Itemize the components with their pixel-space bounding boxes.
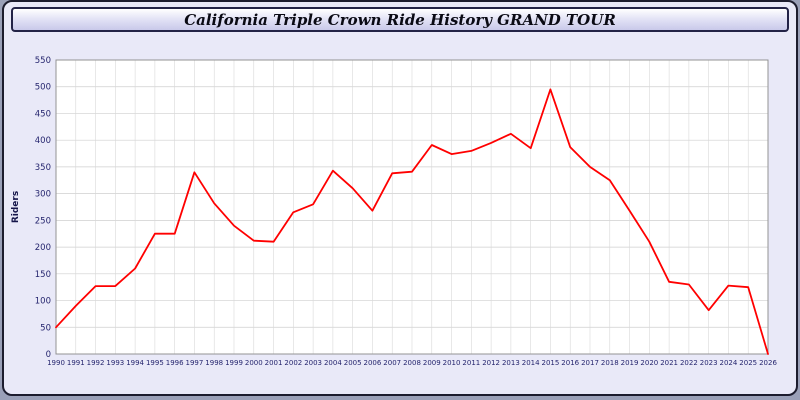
x-tick-label: 2005 — [344, 359, 362, 367]
x-tick-label: 2014 — [522, 359, 540, 367]
y-tick-label: 400 — [35, 136, 51, 146]
y-tick-label: 50 — [40, 323, 51, 333]
x-tick-label: 2021 — [660, 359, 678, 367]
y-tick-label: 0 — [46, 350, 51, 360]
y-tick-label: 250 — [35, 216, 51, 226]
x-tick-label: 2018 — [601, 359, 619, 367]
chart-container: 0 50 100 150 200 250 300 350 400 450 500 550 1990 199… — [4, 36, 796, 394]
y-tick-label: 500 — [35, 83, 51, 93]
x-tick-label: 2024 — [720, 359, 738, 367]
x-tick-label: 2025 — [739, 359, 757, 367]
x-tick-label: 2009 — [423, 359, 441, 367]
plot-border — [55, 59, 769, 355]
x-tick-label: 1994 — [126, 359, 144, 367]
x-tick-label: 2010 — [443, 359, 461, 367]
y-tick-label: 150 — [35, 270, 51, 280]
y-tick-label: 450 — [35, 109, 51, 119]
x-tick-label: 2007 — [383, 359, 401, 367]
y-tick-label: 100 — [35, 297, 51, 307]
y-tick-label: 350 — [35, 163, 51, 173]
x-tick-label: 1999 — [225, 359, 243, 367]
y-axis-labels: 0 50 100 150 200 250 300 350 400 450 500 550 — [35, 56, 51, 360]
x-tick-label: 2004 — [324, 359, 342, 367]
x-tick-label: 2012 — [482, 359, 500, 367]
x-tick-label: 1997 — [186, 359, 204, 367]
riders-series-line — [55, 88, 769, 355]
y-tick-label: 200 — [35, 243, 51, 253]
x-tick-label: 2016 — [561, 359, 579, 367]
x-tick-label: 1995 — [146, 359, 164, 367]
x-tick-label: 2013 — [502, 359, 520, 367]
x-tick-label: 1992 — [87, 359, 105, 367]
x-tick-label: 1998 — [205, 359, 223, 367]
x-tick-label: 2006 — [364, 359, 382, 367]
x-tick-label: 2011 — [462, 359, 480, 367]
x-tick-label: 2001 — [265, 359, 283, 367]
x-tick-label: 2003 — [304, 359, 322, 367]
y-tick-label: 300 — [35, 190, 51, 200]
x-tick-label: 2008 — [403, 359, 421, 367]
page-title: California Triple Crown Ride History GRA… — [184, 10, 616, 29]
x-tick-label: 2023 — [700, 359, 718, 367]
x-tick-label: 1991 — [67, 359, 85, 367]
x-tick-label: 1990 — [47, 359, 65, 367]
x-tick-label: 2002 — [284, 359, 302, 367]
x-tick-label: 1996 — [166, 359, 184, 367]
x-tick-label: 2017 — [581, 359, 599, 367]
x-tick-label: 2015 — [542, 359, 560, 367]
x-tick-label: 2019 — [621, 359, 639, 367]
x-axis-labels: 1990 1991 1992 1993 1994 1995 1996 1997 1998 1999… — [47, 359, 777, 367]
x-tick-label: 2022 — [680, 359, 698, 367]
y-axis-title: Riders — [11, 191, 21, 223]
x-tick-label: 2020 — [640, 359, 658, 367]
x-tick-label: 2000 — [245, 359, 263, 367]
x-tick-label: 1993 — [106, 359, 124, 367]
y-tick-label: 550 — [35, 56, 51, 66]
title-bar: California Triple Crown Ride History GRA… — [11, 7, 789, 32]
x-tick-label: 2026 — [759, 359, 777, 367]
